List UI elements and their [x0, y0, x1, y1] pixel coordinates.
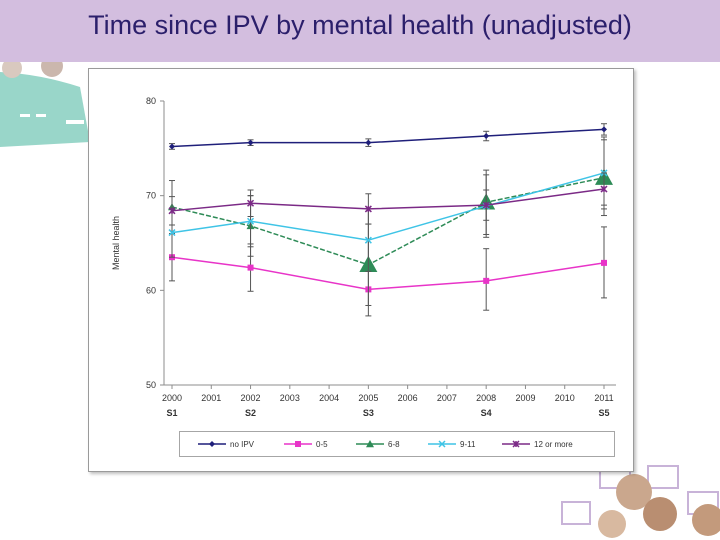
- data-point: [483, 133, 489, 139]
- data-point: [169, 143, 175, 149]
- series-6-8: [168, 140, 613, 306]
- x-tick-label: 2007: [437, 393, 457, 403]
- y-tick-label: 80: [146, 96, 156, 106]
- survey-label: S5: [598, 408, 609, 418]
- x-tick-label: 2011: [594, 393, 613, 403]
- x-tick-label: 2003: [280, 393, 300, 403]
- y-axis-label: Mental health: [111, 216, 121, 270]
- data-point: [295, 441, 301, 447]
- x-tick-label: 2006: [398, 393, 418, 403]
- data-point: [248, 265, 254, 271]
- series-line: [172, 189, 604, 211]
- data-point: [601, 126, 607, 132]
- decorative-photo-strip: [0, 62, 90, 152]
- series-line: [172, 129, 604, 146]
- x-tick-label: 2001: [201, 393, 221, 403]
- survey-label: S4: [481, 408, 492, 418]
- survey-label: S3: [363, 408, 374, 418]
- legend-item: no IPV: [198, 440, 255, 449]
- legend-label: 6-8: [388, 440, 400, 449]
- legend-label: 0-5: [316, 440, 328, 449]
- legend-label: 12 or more: [534, 440, 573, 449]
- y-tick-label: 70: [146, 191, 156, 201]
- survey-label: S2: [245, 408, 256, 418]
- y-tick-label: 50: [146, 380, 156, 390]
- data-point: [209, 441, 215, 447]
- x-tick-label: 2005: [358, 393, 378, 403]
- chart-legend: no IPV 0-5 6-8 9-11 12 or more: [179, 431, 615, 457]
- legend-item: 9-11: [428, 440, 476, 449]
- data-point: [601, 260, 607, 266]
- data-point: [483, 278, 489, 284]
- legend-label: 9-11: [460, 440, 476, 449]
- decorative-women-photos: [560, 462, 720, 540]
- series-0-5: [169, 227, 607, 316]
- x-tick-label: 2008: [476, 393, 496, 403]
- legend-item: 12 or more: [502, 440, 573, 449]
- series-no-ipv: [169, 124, 607, 150]
- legend-item: 0-5: [284, 440, 328, 449]
- slide-title: Time since IPV by mental health (unadjus…: [0, 10, 720, 41]
- series-12-or-more: [169, 173, 607, 225]
- x-tick-label: 2002: [241, 393, 261, 403]
- legend-item: 6-8: [356, 440, 400, 449]
- series-line: [172, 257, 604, 289]
- x-tick-label: 2004: [319, 393, 339, 403]
- data-point: [248, 140, 254, 146]
- legend-label: no IPV: [230, 440, 255, 449]
- y-tick-label: 60: [146, 285, 156, 295]
- x-tick-label: 2009: [515, 393, 535, 403]
- line-chart: 50 60 70 80 Mental health 2000 2001 2002 2003 200…: [89, 69, 633, 471]
- data-point: [365, 140, 371, 146]
- chart-frame: 50 60 70 80 Mental health 2000 2001 2002 2003 200…: [88, 68, 634, 472]
- survey-label: S1: [166, 408, 177, 418]
- series-line: [172, 173, 604, 240]
- x-tick-label: 2000: [162, 393, 182, 403]
- x-tick-label: 2010: [555, 393, 575, 403]
